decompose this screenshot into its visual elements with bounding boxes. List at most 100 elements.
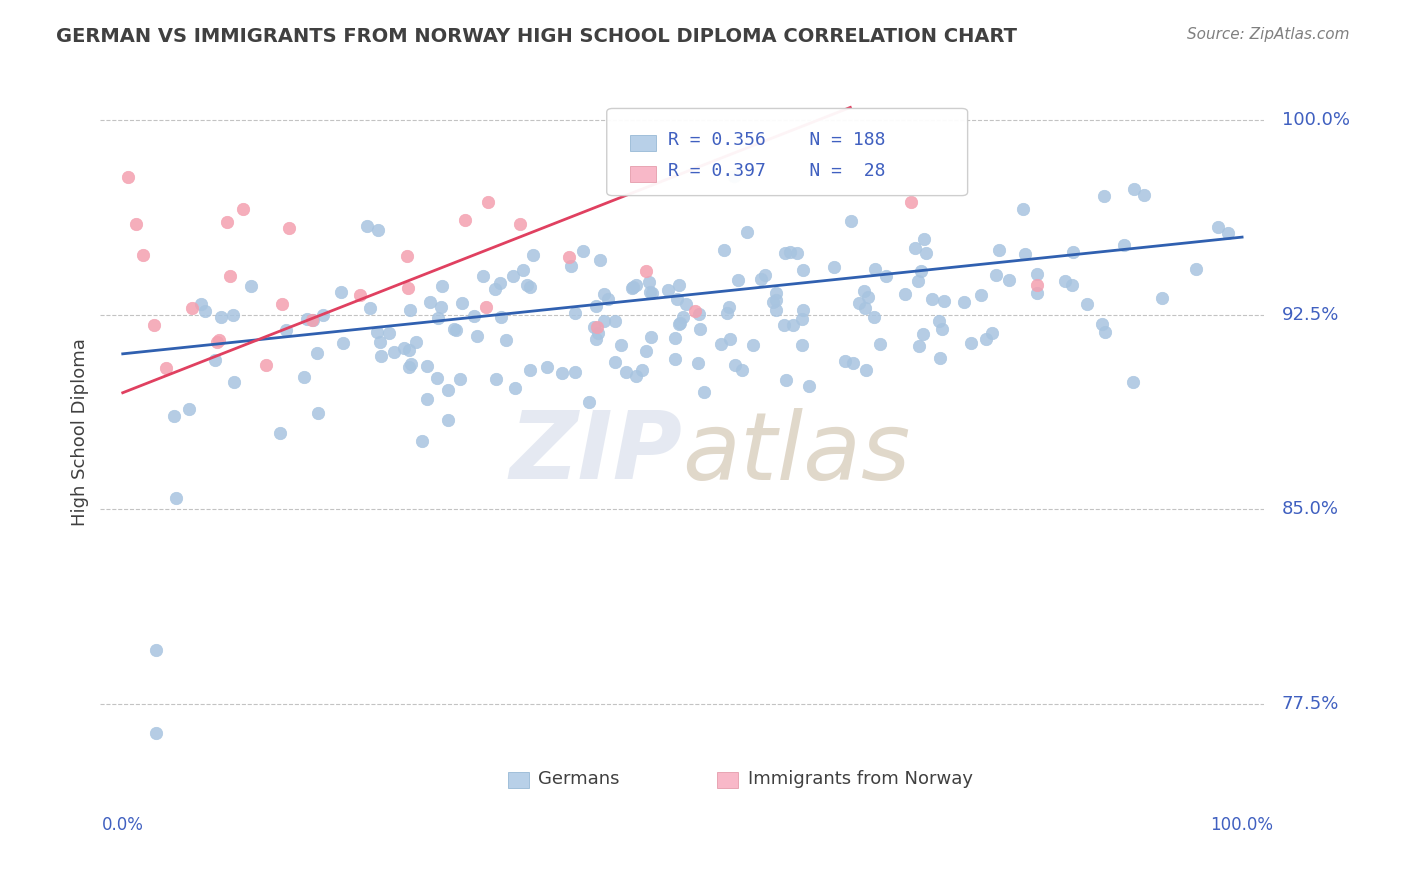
Point (688, 307, 710, 321)
Text: R = 0.356    N = 188: R = 0.356 N = 188 (668, 131, 886, 149)
Point (631, 363, 654, 377)
Point (786, 246, 808, 260)
Text: GERMAN VS IMMIGRANTS FROM NORWAY HIGH SCHOOL DIPLOMA CORRELATION CHART: GERMAN VS IMMIGRANTS FROM NORWAY HIGH SC… (56, 27, 1017, 45)
Point (586, 319, 609, 334)
Point (765, 285, 787, 300)
Point (1112, 238, 1135, 252)
Point (980, 326, 1002, 340)
Point (589, 252, 612, 267)
Point (717, 300, 740, 314)
Point (1091, 317, 1114, 331)
Point (666, 293, 689, 307)
Point (215, 215, 238, 229)
Point (624, 368, 647, 383)
Point (278, 220, 301, 235)
Point (132, 248, 155, 262)
Point (512, 263, 534, 277)
Point (716, 305, 738, 319)
Point (921, 292, 943, 306)
Point (301, 312, 323, 326)
Point (463, 310, 485, 324)
Text: atlas: atlas (682, 408, 911, 499)
Point (683, 304, 706, 318)
Point (749, 271, 772, 285)
Point (910, 264, 932, 278)
Point (932, 293, 955, 308)
Point (239, 279, 262, 293)
Point (396, 281, 419, 295)
Point (382, 345, 405, 359)
Point (863, 310, 886, 325)
Point (952, 294, 974, 309)
FancyBboxPatch shape (607, 109, 967, 195)
Point (564, 365, 586, 379)
Point (1025, 277, 1047, 292)
Point (330, 285, 353, 299)
Point (593, 314, 616, 328)
Point (405, 335, 427, 350)
Point (221, 308, 243, 322)
Point (209, 310, 232, 324)
Point (356, 219, 378, 234)
Text: 85.0%: 85.0% (1282, 500, 1339, 518)
Point (292, 370, 315, 384)
Point (449, 371, 471, 385)
Point (621, 279, 644, 293)
Point (307, 406, 329, 420)
FancyBboxPatch shape (630, 135, 655, 151)
Point (571, 244, 593, 258)
Point (270, 297, 292, 311)
Point (731, 362, 754, 376)
Point (395, 249, 418, 263)
Point (419, 295, 441, 310)
Point (269, 425, 291, 440)
Point (727, 273, 749, 287)
FancyBboxPatch shape (630, 166, 655, 182)
Point (398, 359, 420, 374)
Point (519, 363, 541, 377)
Point (145, 643, 167, 657)
Point (224, 375, 246, 389)
Point (907, 339, 929, 353)
Point (723, 169, 745, 183)
Point (775, 373, 797, 387)
Point (181, 301, 204, 315)
Point (842, 356, 865, 370)
Point (578, 395, 600, 409)
Text: 77.5%: 77.5% (1282, 695, 1340, 713)
Point (672, 310, 695, 324)
Point (984, 268, 1007, 283)
Point (869, 337, 891, 351)
Point (928, 314, 950, 328)
Point (477, 195, 499, 210)
Point (765, 293, 787, 307)
Point (416, 359, 439, 373)
Point (489, 277, 512, 291)
Point (179, 402, 201, 417)
Text: Germans: Germans (538, 770, 620, 788)
Text: 100.0%: 100.0% (1282, 112, 1350, 129)
Point (620, 281, 643, 295)
Point (1054, 275, 1077, 289)
Point (536, 359, 558, 374)
Point (974, 332, 997, 346)
Point (276, 323, 298, 337)
Point (411, 434, 433, 448)
Point (664, 351, 686, 366)
Point (1076, 297, 1098, 311)
Point (668, 277, 690, 292)
Point (392, 342, 415, 356)
Text: Source: ZipAtlas.com: Source: ZipAtlas.com (1187, 27, 1350, 42)
Point (190, 297, 212, 311)
Point (1133, 187, 1156, 202)
Point (467, 328, 489, 343)
Point (605, 314, 627, 328)
Point (367, 222, 389, 236)
Point (399, 303, 422, 318)
Point (669, 316, 692, 330)
Point (332, 335, 354, 350)
Point (1026, 267, 1049, 281)
Point (295, 312, 318, 326)
Point (125, 217, 148, 231)
Point (1122, 182, 1144, 196)
